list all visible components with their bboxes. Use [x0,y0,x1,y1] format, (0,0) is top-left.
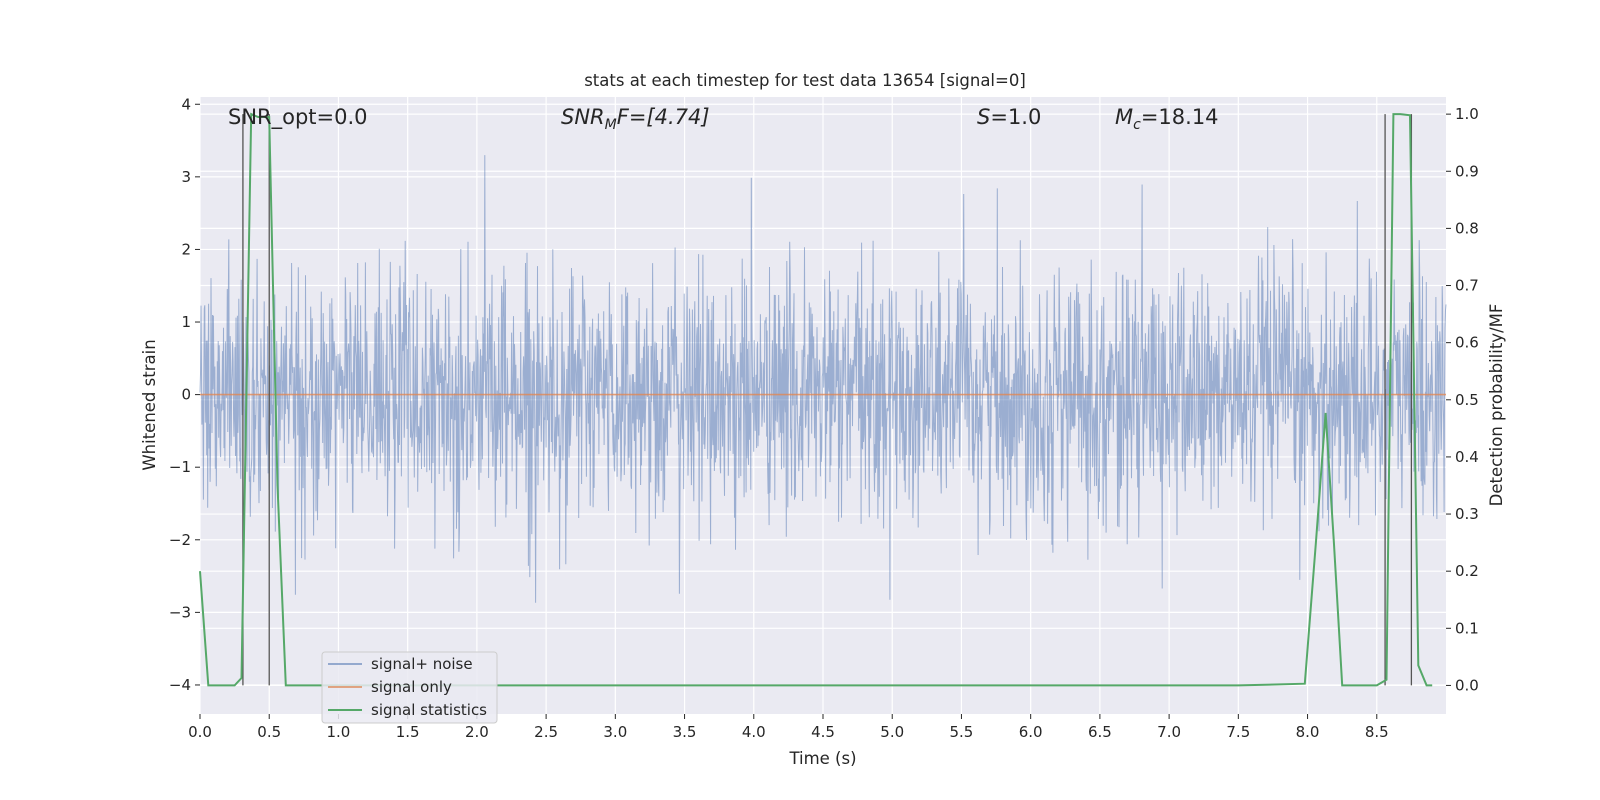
y-axis-left: 4 3 2 1 0 −1 −2 −3 −4 [169,95,200,694]
y-left-tick-label: 3 [181,168,191,186]
noise-line [199,155,1447,603]
x-tick-label: 5.0 [880,723,904,741]
y-left-tick-label: 0 [181,386,191,404]
chart-title: stats at each timestep for test data 136… [584,71,1026,90]
y-left-tick-label: −2 [169,531,191,549]
x-tick-label: 7.0 [1157,723,1181,741]
y-left-tick-label: −4 [169,676,191,694]
x-tick-label: 4.5 [811,723,835,741]
signal-statistics-series [199,112,1433,687]
y-left-tick-label: −3 [169,603,191,621]
y-axis-right: 1.0 0.9 0.8 0.7 0.6 0.5 0.4 0.3 0.2 0.1 0.0 [1446,105,1479,694]
y-right-tick-label: 0.2 [1455,562,1479,580]
annotation-s: S=1.0 [977,105,1041,129]
x-tick-label: 0.0 [188,723,212,741]
vertical-markers [242,114,1413,686]
y-axis-right-label: Detection probability/MF [1487,304,1506,507]
x-tick-label: 3.5 [673,723,697,741]
x-tick-label: 6.5 [1088,723,1112,741]
annotation-snr-opt: SNR_opt=0.0 [228,105,368,130]
y-axis-left-label: Whitened strain [140,339,159,470]
y-right-tick-label: 0.3 [1455,505,1479,523]
x-tick-label: 1.5 [396,723,420,741]
y-right-tick-label: 0.9 [1455,162,1479,180]
y-right-tick-label: 0.0 [1455,676,1479,694]
x-tick-label: 8.0 [1296,723,1320,741]
x-tick-label: 7.5 [1226,723,1250,741]
y-right-tick-label: 0.4 [1455,448,1479,466]
x-tick-label: 2.5 [534,723,558,741]
y-right-tick-label: 0.5 [1455,391,1479,409]
y-left-tick-label: 1 [181,313,191,331]
x-tick-label: 6.0 [1019,723,1043,741]
legend-box [321,651,498,724]
noise-series [199,155,1447,603]
signal-statistics-line [199,112,1433,687]
x-tick-label: 0.5 [257,723,281,741]
x-tick-label: 2.0 [465,723,489,741]
x-tick-label: 1.0 [327,723,351,741]
y-left-tick-label: 2 [181,240,191,258]
y-right-tick-label: 0.7 [1455,277,1479,295]
x-axis-label: Time (s) [788,749,856,768]
y-left-tick-label: −1 [169,458,191,476]
x-tick-label: 3.0 [603,723,627,741]
x-tick-label: 4.0 [742,723,766,741]
y-right-tick-label: 0.8 [1455,219,1479,237]
y-left-tick-label: 4 [181,95,191,113]
legend-label-noise: signal+ noise [371,655,473,673]
legend-label-statistics: signal statistics [371,701,487,719]
x-tick-label: 8.5 [1365,723,1389,741]
x-axis: 0.0 0.5 1.0 1.5 2.0 2.5 3.0 3.5 4.0 4.5 5.0 5.5 6.0 6… [188,714,1389,741]
legend: signal+ noise signal only signal statist… [321,651,498,724]
annotation-mc: Mc=18.14 [1115,105,1219,133]
y-right-tick-label: 0.1 [1455,619,1479,637]
legend-label-signal-only: signal only [371,678,452,696]
y-right-tick-label: 1.0 [1455,105,1479,123]
x-tick-label: 5.5 [950,723,974,741]
annotation-snr-mf: SNRMF=[4.74] [561,105,710,133]
grid-lines [199,97,1446,714]
y-right-tick-label: 0.6 [1455,334,1479,352]
